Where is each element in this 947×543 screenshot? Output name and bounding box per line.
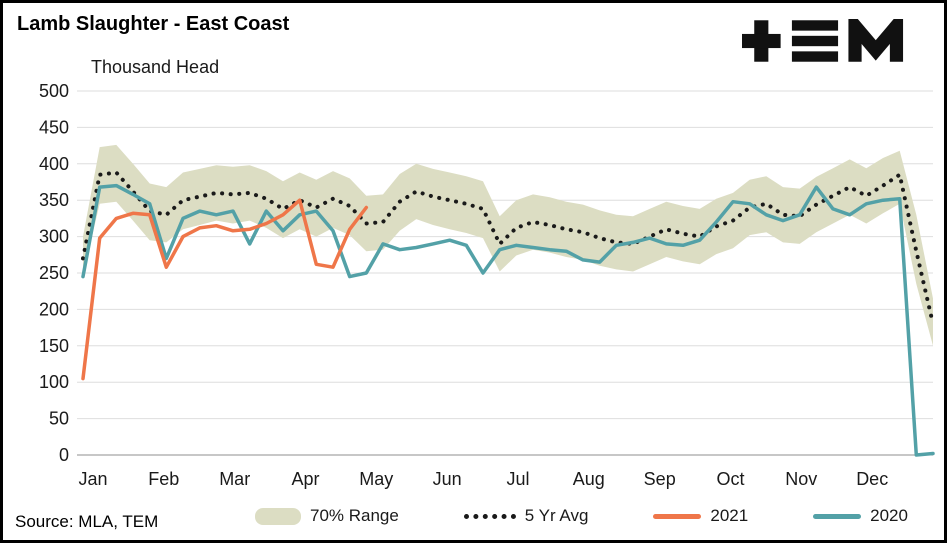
teal-line-swatch-icon <box>813 513 862 519</box>
svg-text:Feb: Feb <box>148 469 179 489</box>
svg-text:450: 450 <box>39 117 69 137</box>
svg-text:Apr: Apr <box>291 469 319 489</box>
dotted-line-swatch-icon <box>463 513 516 519</box>
legend-label-2020: 2020 <box>870 506 908 525</box>
svg-text:Mar: Mar <box>219 469 250 489</box>
tem-logo-icon <box>742 7 904 63</box>
legend-label-2021: 2021 <box>710 506 749 525</box>
svg-text:May: May <box>359 469 393 489</box>
svg-text:250: 250 <box>39 263 69 283</box>
svg-text:Oct: Oct <box>716 469 744 489</box>
svg-text:Sep: Sep <box>644 469 676 489</box>
svg-text:Dec: Dec <box>856 469 888 489</box>
source-caption: Source: MLA, TEM <box>15 512 159 531</box>
legend-item-2020: 2020 <box>813 506 908 526</box>
svg-text:Jul: Jul <box>506 469 529 489</box>
svg-text:300: 300 <box>39 227 69 247</box>
legend-item-5yr-avg: 5 Yr Avg <box>463 506 589 526</box>
band-swatch-icon <box>255 507 301 525</box>
svg-text:Jun: Jun <box>433 469 462 489</box>
legend-item-2021: 2021 <box>653 506 748 526</box>
svg-text:200: 200 <box>39 299 69 319</box>
legend-label-5yr-avg: 5 Yr Avg <box>524 506 589 525</box>
svg-text:Nov: Nov <box>785 469 817 489</box>
svg-text:Aug: Aug <box>573 469 605 489</box>
svg-text:50: 50 <box>49 409 69 429</box>
legend-label-70-range: 70% Range <box>310 506 399 525</box>
svg-text:350: 350 <box>39 190 69 210</box>
legend-item-70-range: 70% Range <box>255 506 399 526</box>
svg-text:400: 400 <box>39 154 69 174</box>
svg-text:Jan: Jan <box>78 469 107 489</box>
y-axis-unit-label: Thousand Head <box>91 57 220 77</box>
orange-line-swatch-icon <box>653 513 702 519</box>
chart-legend: 70% Range 5 Yr Avg 2021 2020 <box>255 506 908 526</box>
svg-text:500: 500 <box>39 81 69 101</box>
svg-text:150: 150 <box>39 336 69 356</box>
chart-title: Lamb Slaughter - East Coast <box>17 13 290 35</box>
svg-text:0: 0 <box>59 445 69 465</box>
line-chart: 0 50 100 150 200 250 300 350 400 450 500 Jan Feb Mar A… <box>39 81 935 489</box>
svg-text:100: 100 <box>39 372 69 392</box>
